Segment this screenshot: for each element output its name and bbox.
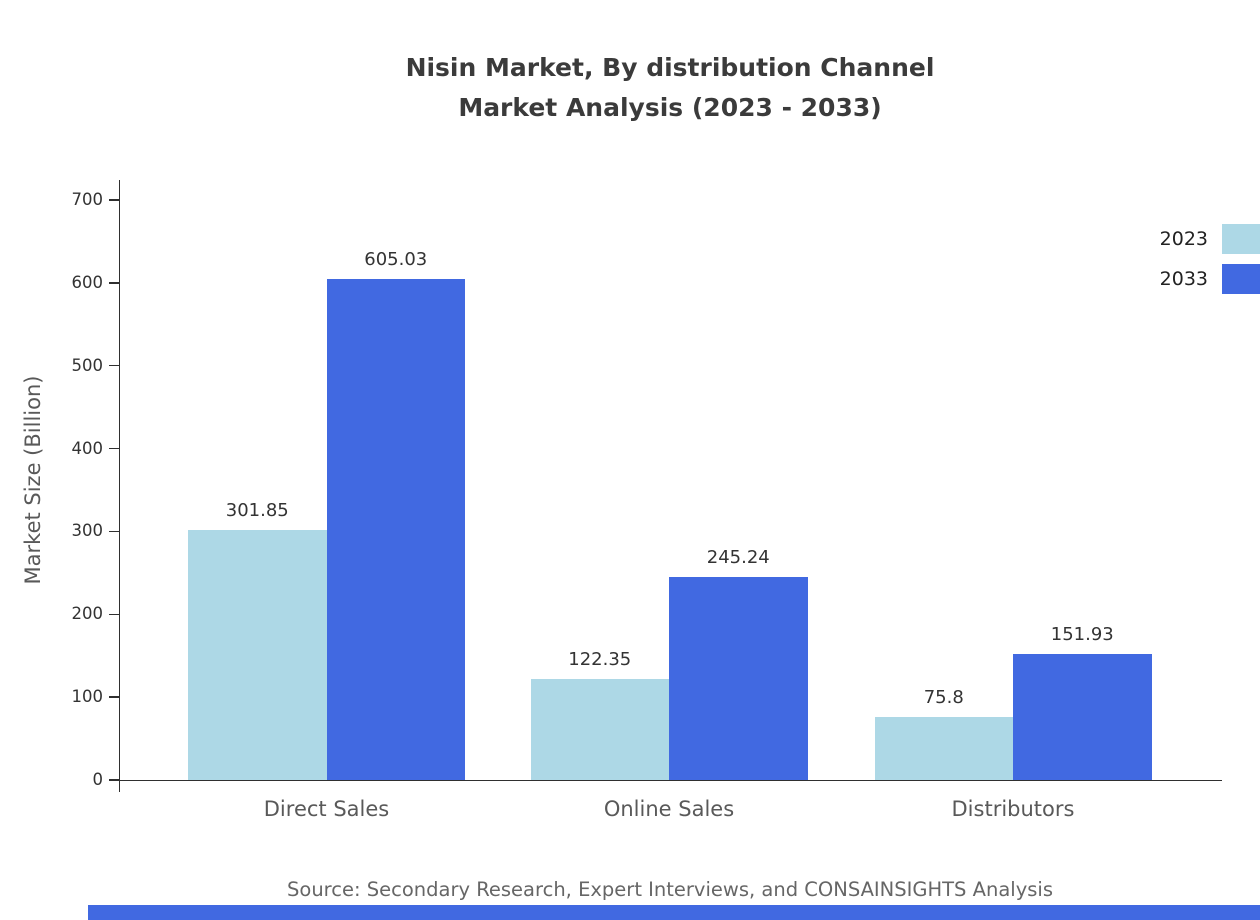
legend: 2023 2033 bbox=[1160, 224, 1260, 294]
y-tick-label-400: 400 bbox=[71, 438, 104, 458]
value-label-2023-distributors: 75.8 bbox=[923, 687, 964, 709]
y-tick-label-100: 100 bbox=[71, 687, 104, 707]
x-label-distributors: Distributors bbox=[951, 797, 1075, 821]
bar-2023-direct-sales bbox=[188, 529, 327, 780]
value-label-2023-direct-sales: 301.85 bbox=[225, 499, 289, 521]
y-tick-label-0: 0 bbox=[92, 770, 104, 789]
y-tick-700 bbox=[109, 199, 119, 201]
chart-title-line2: Market Analysis (2023 - 2033) bbox=[458, 93, 882, 122]
y-tick-200 bbox=[109, 613, 119, 616]
value-label-2033-distributors: 151.93 bbox=[1050, 624, 1114, 646]
y-tick-label-200: 200 bbox=[71, 604, 104, 624]
bar-2023-online-sales bbox=[530, 678, 669, 780]
y-tick-label-700: 700 bbox=[71, 190, 104, 209]
y-axis-line bbox=[118, 180, 120, 792]
legend-swatch-2033 bbox=[1222, 264, 1260, 294]
x-axis-line bbox=[118, 779, 1222, 781]
bar-2023-distributors bbox=[874, 717, 1013, 780]
source-note: Source: Secondary Research, Expert Inter… bbox=[287, 878, 1053, 901]
legend-item-2033: 2033 bbox=[1160, 264, 1260, 294]
y-tick-label-500: 500 bbox=[71, 355, 104, 375]
bar-2033-direct-sales bbox=[326, 278, 465, 780]
bar-2033-online-sales bbox=[669, 576, 808, 780]
y-tick-100 bbox=[109, 696, 119, 698]
y-tick-600 bbox=[109, 282, 119, 284]
legend-label-2033: 2033 bbox=[1159, 268, 1208, 290]
legend-item-2023: 2023 bbox=[1160, 224, 1260, 254]
y-tick-400 bbox=[109, 447, 119, 450]
bar-2033-distributors bbox=[1013, 654, 1152, 780]
x-label-online-sales: Online Sales bbox=[603, 797, 735, 821]
value-label-2033-online-sales: 245.24 bbox=[706, 546, 770, 568]
value-label-2033-direct-sales: 605.03 bbox=[364, 248, 428, 270]
chart-title: Nisin Market, By distribution Channel Ma… bbox=[80, 48, 1260, 128]
y-tick-label-600: 600 bbox=[71, 272, 104, 292]
y-tick-300 bbox=[109, 530, 119, 533]
x-label-direct-sales: Direct Sales bbox=[263, 797, 390, 821]
chart-title-line1: Nisin Market, By distribution Channel bbox=[405, 53, 935, 82]
legend-swatch-2023 bbox=[1222, 224, 1260, 254]
legend-label-2023: 2023 bbox=[1159, 228, 1208, 250]
y-tick-0 bbox=[109, 779, 119, 781]
y-tick-label-300: 300 bbox=[71, 521, 104, 541]
footer-accent-bar bbox=[88, 905, 1260, 920]
y-tick-500 bbox=[109, 364, 119, 367]
y-axis-title: Market Size (Billion) bbox=[21, 375, 45, 585]
value-label-2023-online-sales: 122.35 bbox=[568, 648, 632, 670]
